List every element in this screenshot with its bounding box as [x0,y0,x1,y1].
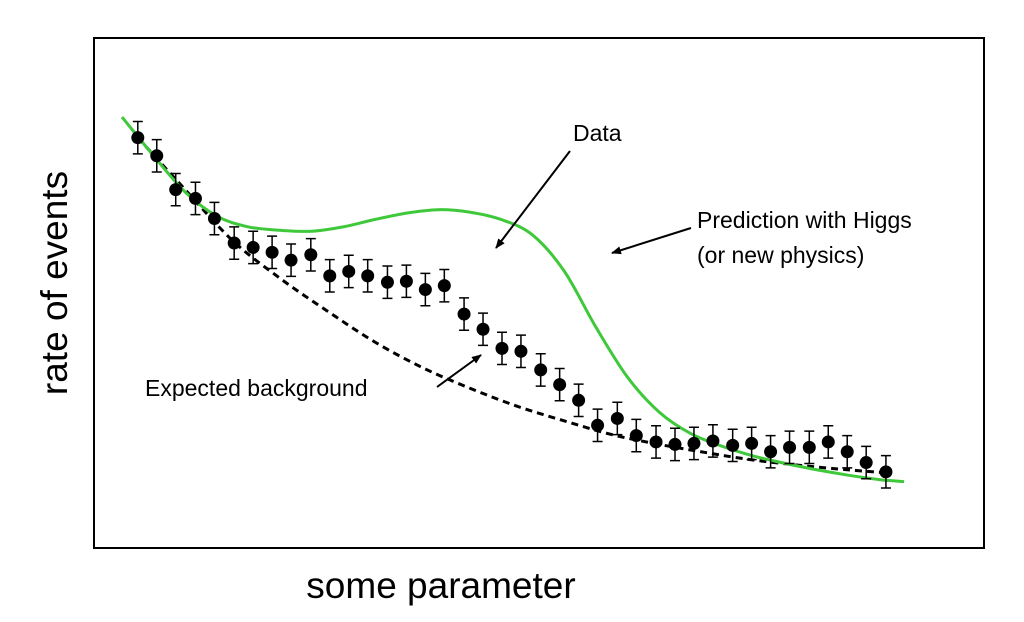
data-point [553,378,567,392]
data-point [764,445,778,459]
data-point [399,274,413,288]
data-point [380,275,394,289]
data-point [361,269,375,283]
annotation-background-arrow [436,354,482,388]
data-point [745,436,759,450]
annotation-higgs-line2: (or new physics) [697,242,864,268]
data-point [169,183,183,197]
data-point [418,283,432,297]
data-point [840,445,854,459]
data-point [726,438,740,452]
annotation-higgs-line1: Prediction with Higgs [697,207,912,233]
y-axis-label: rate of events [34,171,75,395]
data-point [207,212,221,226]
data-point [879,465,893,479]
data-point [572,393,586,407]
data-point [668,437,682,451]
data-point [610,411,624,425]
data-point [437,279,451,293]
annotation-data: Data [573,120,622,146]
annotation-higgs-arrow [611,227,692,255]
data-point [265,245,279,259]
data-point [783,440,797,454]
data-point [284,253,298,267]
data-point [476,322,490,336]
data-point [495,341,509,355]
data-point [859,456,873,470]
data-point [802,440,816,454]
data-point [706,434,720,448]
data-point [821,435,835,449]
data-point [323,269,337,283]
data-point [342,264,356,278]
annotation-data-arrow [495,150,571,249]
series-layer [120,116,905,489]
plot-frame [93,37,985,549]
annotation-background: Expected background [145,375,368,401]
higgs-prediction-line [120,116,905,484]
data-point [591,418,605,432]
data-point [629,429,643,443]
data-point [534,363,548,377]
data-point [649,435,663,449]
x-axis-label: some parameter [306,565,575,606]
data-point [227,236,241,250]
data-point [188,191,202,205]
data-point [246,240,260,254]
data-point [687,436,701,450]
data-point [514,344,528,358]
data-point [457,307,471,321]
data-point [131,131,145,145]
background-line [136,136,887,475]
data-point [150,149,164,163]
data-point [304,248,318,262]
